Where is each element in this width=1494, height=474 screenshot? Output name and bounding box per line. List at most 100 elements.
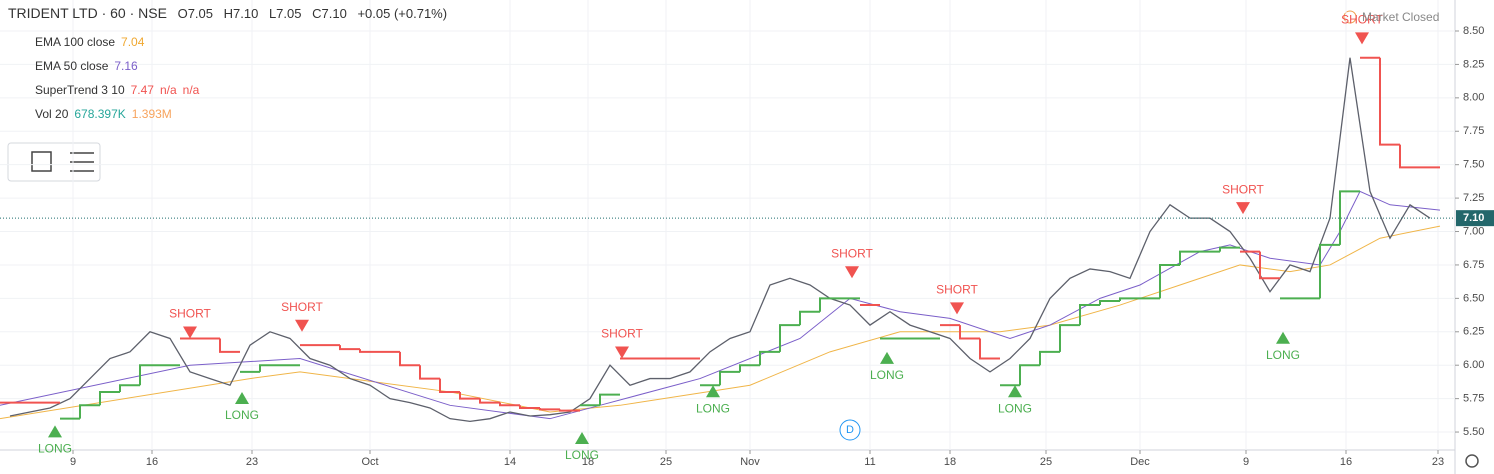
supertrend-step: [1059, 324, 1080, 352]
ema-100-line: [0, 225, 1441, 420]
supertrend-step: [139, 364, 160, 386]
signal-label: LONG: [870, 368, 904, 382]
legend-row[interactable]: SuperTrend 3 10 7.47 n/a n/a: [8, 78, 205, 102]
y-tick-label: 5.75: [1463, 393, 1484, 405]
supertrend-step: [719, 370, 740, 386]
symbol[interactable]: TRIDENT LTD · 60 · NSE: [8, 5, 167, 21]
last-price-label: 7.10: [1463, 212, 1484, 224]
x-tick-label: 18: [944, 456, 956, 468]
supertrend-step: [359, 349, 380, 353]
supertrend-step: [219, 338, 240, 353]
legend-value: 7.04: [121, 35, 145, 49]
market-status: Market Closed: [1362, 10, 1440, 24]
signal-arrow: [880, 351, 894, 364]
signal-arrow: [615, 346, 629, 359]
y-tick-label: 8.50: [1463, 25, 1484, 37]
supertrend-step: [259, 364, 280, 372]
x-tick-label: 25: [1040, 456, 1052, 468]
supertrend-step: [959, 325, 980, 340]
supertrend-step: [979, 338, 1000, 360]
signal-arrow: [950, 302, 964, 315]
y-tick-label: 6.00: [1463, 359, 1484, 371]
supertrend-step: [539, 407, 560, 411]
x-tick-label: Nov: [740, 456, 760, 468]
dividend-label: D: [846, 424, 854, 436]
supertrend-step: [1019, 364, 1040, 386]
status-icon: [1343, 10, 1357, 24]
signal-arrow: [235, 391, 249, 404]
signal-label: SHORT: [601, 327, 643, 341]
supertrend-step: [119, 384, 140, 392]
y-tick-label: 6.25: [1463, 326, 1484, 338]
last-price-box: [1456, 210, 1494, 227]
signal-arrow: [845, 266, 859, 279]
legend-value: 7.16: [114, 59, 138, 73]
supertrend-step: [779, 324, 800, 352]
rectangle-tool[interactable]: [31, 151, 52, 172]
legend-value: 678.397K: [74, 107, 126, 121]
ohlc-high: H7.10: [223, 6, 259, 21]
x-tick-label: 9: [70, 456, 76, 468]
indicator-legend: EMA 100 close 7.04 EMA 50 close 7.16 SuperTr…: [8, 30, 205, 126]
signal-label: LONG: [696, 401, 730, 415]
signal-label: SHORT: [1222, 182, 1264, 196]
x-tick-label: 9: [1243, 456, 1249, 468]
supertrend-step: [79, 404, 100, 419]
supertrend-step: [1379, 57, 1400, 146]
supertrend-step: [759, 350, 780, 366]
signal-label: LONG: [225, 408, 259, 422]
signal-label: LONG: [38, 442, 72, 456]
x-tick-label: Oct: [361, 456, 378, 468]
supertrend-step: [799, 310, 820, 326]
y-tick-label: 8.00: [1463, 92, 1484, 104]
supertrend-step: [1119, 297, 1140, 302]
signal-label: LONG: [998, 401, 1032, 415]
menu-tool[interactable]: [70, 152, 94, 172]
supertrend-step: [1399, 144, 1420, 169]
signal-arrow: [1008, 385, 1022, 398]
signal-arrow: [1236, 202, 1250, 215]
y-tick-label: 7.75: [1463, 125, 1484, 137]
legend-label: EMA 50 close: [35, 59, 109, 73]
supertrend-step: [1259, 251, 1280, 280]
x-tick-label: 11: [864, 456, 875, 468]
supertrend-step: [479, 398, 500, 404]
supertrend-step: [599, 393, 620, 406]
ohlc-change: +0.05 (+0.71%): [357, 6, 448, 21]
signal-arrow: [183, 326, 197, 339]
signal-label: SHORT: [169, 307, 211, 321]
supertrend-step: [399, 351, 420, 367]
legend-row[interactable]: Vol 20 678.397K 1.393M: [8, 102, 205, 126]
y-tick-label: 7.00: [1463, 225, 1484, 237]
legend-row[interactable]: EMA 50 close 7.16: [8, 54, 205, 78]
price-line: [9, 57, 1431, 423]
signal-label: LONG: [1266, 348, 1300, 362]
y-tick-label: 8.25: [1463, 58, 1484, 70]
supertrend-step: [1179, 250, 1200, 265]
x-tick-label: 23: [246, 456, 258, 468]
supertrend-step: [1099, 300, 1120, 306]
x-tick-label: Dec: [1130, 456, 1150, 468]
supertrend-step: [439, 378, 460, 393]
supertrend-step: [339, 345, 360, 351]
supertrend-step: [1159, 263, 1180, 299]
supertrend-step: [739, 364, 760, 372]
signal-arrow: [575, 432, 589, 445]
legend-value: n/a: [182, 83, 200, 97]
supertrend-step: [1039, 350, 1060, 366]
y-tick-label: 7.50: [1463, 159, 1484, 171]
supertrend-step: [519, 405, 540, 409]
settings-icon[interactable]: [1465, 454, 1479, 468]
x-tick-label: 16: [146, 456, 158, 468]
signal-label: SHORT: [831, 246, 873, 260]
supertrend-step: [99, 390, 120, 406]
x-tick-label: 16: [1340, 456, 1352, 468]
x-tick-label: 23: [1432, 456, 1444, 468]
ema-50-line: [0, 190, 1441, 420]
signal-label: SHORT: [936, 283, 978, 297]
signal-arrow: [295, 319, 309, 332]
x-tick-label: 18: [582, 456, 594, 468]
dividend-marker: [839, 419, 861, 441]
legend-row[interactable]: EMA 100 close 7.04: [8, 30, 205, 54]
